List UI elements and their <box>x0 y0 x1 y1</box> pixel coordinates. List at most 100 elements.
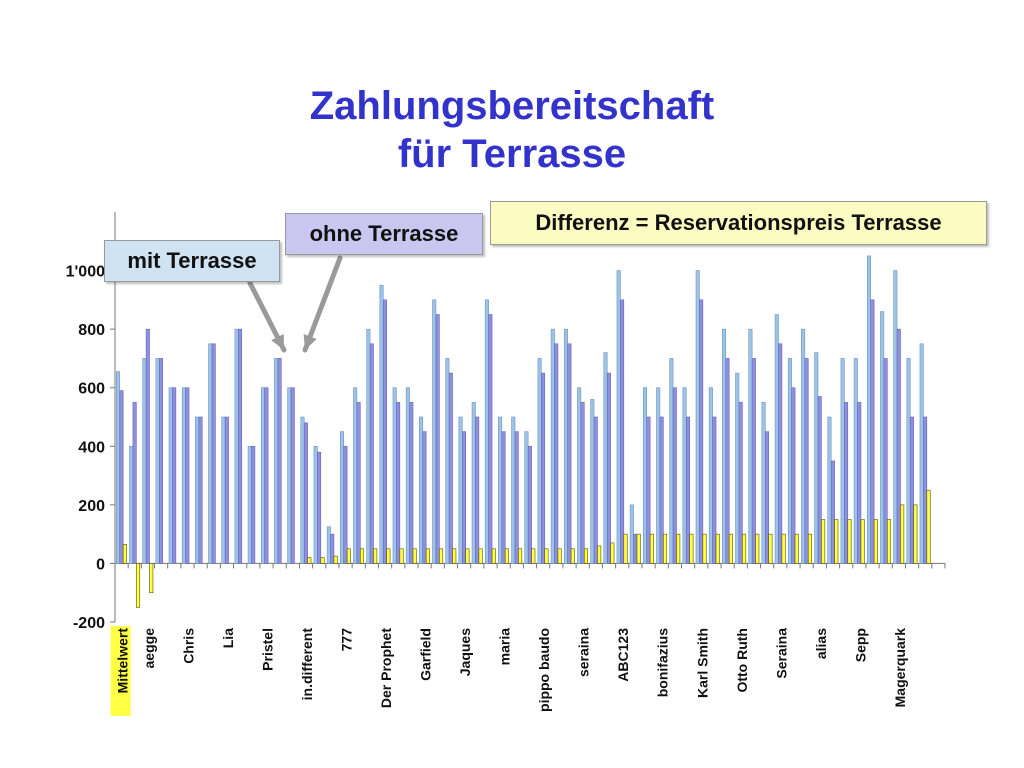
bar-ohne-terrasse <box>448 372 453 564</box>
bar-differenz <box>807 533 812 564</box>
bar-ohne-terrasse <box>356 402 361 564</box>
bar-differenz <box>491 548 496 564</box>
bar-differenz <box>834 519 839 564</box>
x-tick-label: aegge <box>141 628 157 669</box>
bar-ohne-terrasse <box>541 372 546 564</box>
bar-differenz <box>623 533 628 564</box>
bar-differenz <box>728 533 733 564</box>
bar-ohne-terrasse <box>396 402 401 564</box>
x-tick-label: seraina <box>576 628 592 677</box>
bar-ohne-terrasse <box>435 314 440 564</box>
bar-mit-terrasse <box>155 358 160 564</box>
y-axis-ticks: -200 0 200 400 600 800 1'000 <box>66 264 115 632</box>
bar-differenz <box>557 548 562 564</box>
y-tick-label: 400 <box>78 439 105 456</box>
bar-mit-terrasse <box>181 387 186 564</box>
x-label-highlight <box>110 626 131 716</box>
bar-mit-terrasse <box>471 402 476 564</box>
bar-ohne-terrasse <box>158 358 163 564</box>
bar-differenz <box>307 557 312 564</box>
bar-differenz <box>636 533 641 564</box>
x-tick-label: Jaques <box>457 628 473 676</box>
title-line-1: Zahlungsbereitschaft <box>309 84 715 128</box>
bar-mit-terrasse <box>853 358 858 564</box>
title-line-2: für Terrasse <box>397 132 627 176</box>
bar-mit-terrasse <box>195 416 200 564</box>
bar-differenz <box>570 548 575 564</box>
bar-mit-terrasse <box>300 416 305 564</box>
bar-ohne-terrasse <box>501 431 506 564</box>
bar-mit-terrasse <box>524 431 529 564</box>
bar-ohne-terrasse <box>883 358 888 564</box>
y-tick-label: 1'000 <box>66 264 106 281</box>
bar-differenz <box>847 519 852 564</box>
bar-mit-terrasse <box>339 431 345 564</box>
bar-mit-terrasse <box>880 311 885 564</box>
bar-ohne-terrasse <box>844 402 849 564</box>
bar-mit-terrasse <box>392 387 397 564</box>
bar-differenz <box>399 548 404 564</box>
bar-differenz <box>425 548 430 564</box>
bar-ohne-terrasse <box>224 416 229 564</box>
chart-title: Zahlungsbereitschaft für Terrasse <box>0 82 1024 178</box>
bar-ohne-terrasse <box>277 358 282 564</box>
bar-mit-terrasse <box>906 358 911 564</box>
bar-ohne-terrasse <box>633 533 638 564</box>
bar-differenz <box>583 548 589 564</box>
bar-ohne-terrasse <box>791 387 796 564</box>
bar-mit-terrasse <box>669 358 674 564</box>
bar-mit-terrasse <box>656 387 661 564</box>
bar-differenz <box>689 533 694 564</box>
bar-ohne-terrasse <box>382 299 387 564</box>
bar-differenz <box>333 555 338 564</box>
bar-ohne-terrasse <box>185 387 190 564</box>
bar-mit-terrasse <box>695 270 700 564</box>
bar-differenz <box>478 548 483 564</box>
x-tick-label: ABC123 <box>615 628 631 682</box>
x-tick-label: Mittelwert <box>115 628 131 694</box>
bar-mit-terrasse <box>142 358 147 564</box>
y-tick-label: 200 <box>78 498 105 515</box>
bar-ohne-terrasse <box>923 416 928 564</box>
bar-mit-terrasse <box>247 445 252 564</box>
bar-ohne-terrasse <box>251 445 256 564</box>
bar-ohne-terrasse <box>620 299 625 564</box>
bar-ohne-terrasse <box>567 343 572 564</box>
x-tick-label: maria <box>497 628 513 666</box>
bar-mit-terrasse <box>735 372 740 564</box>
x-axis-labels: Mittelwert aegge Chris Lia Pristel in.differe… <box>110 626 908 716</box>
bar-differenz <box>149 563 154 594</box>
bar-ohne-terrasse <box>804 358 809 564</box>
x-tick-label: bonifazius <box>655 628 671 697</box>
bar-ohne-terrasse <box>896 328 901 564</box>
bar-ohne-terrasse <box>409 402 414 564</box>
bar-mit-terrasse <box>603 352 608 564</box>
bar-ohne-terrasse <box>857 402 862 564</box>
bar-mit-terrasse <box>866 255 871 564</box>
bar-mit-terrasse <box>432 299 437 564</box>
bar-mit-terrasse <box>761 402 766 564</box>
bar-mit-terrasse <box>550 328 555 564</box>
bar-ohne-terrasse <box>699 299 704 564</box>
x-tick-label: in.different <box>299 628 315 701</box>
bar-ohne-terrasse <box>764 431 770 564</box>
x-tick-label: pippo baudo <box>536 628 552 712</box>
bar-differenz <box>926 489 931 564</box>
bar-differenz <box>649 533 654 564</box>
x-tick-label: Der Prophet <box>378 628 394 708</box>
bar-mit-terrasse <box>168 387 173 564</box>
bar-ohne-terrasse <box>712 416 717 564</box>
bar-ohne-terrasse <box>198 416 203 564</box>
bar-mit-terrasse <box>405 387 410 564</box>
bar-mit-terrasse <box>722 328 727 564</box>
bar-differenz <box>518 548 523 564</box>
callout-arrows <box>247 255 343 353</box>
bar-ohne-terrasse <box>132 402 137 564</box>
bar-mit-terrasse <box>919 343 924 564</box>
bar-mit-terrasse <box>129 445 134 564</box>
x-tick-label: Magerquark <box>892 628 908 708</box>
bar-mit-terrasse <box>590 399 595 564</box>
bar-ohne-terrasse <box>738 402 743 564</box>
bar-differenz <box>597 545 602 564</box>
bar-ohne-terrasse <box>909 416 914 564</box>
